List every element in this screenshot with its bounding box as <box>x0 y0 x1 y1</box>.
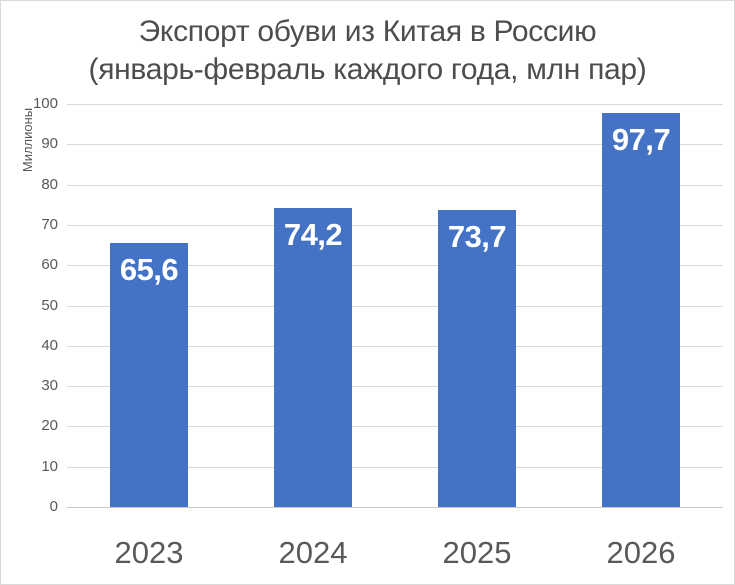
gridline <box>67 305 723 307</box>
x-tick-label-2023: 2023 <box>114 535 184 570</box>
bar-2024: 74,2 <box>274 207 352 507</box>
bar-2023: 65,6 <box>110 242 188 507</box>
gridline <box>67 144 723 146</box>
gridline <box>67 104 723 105</box>
gridline <box>67 184 723 186</box>
data-label-2026: 97,7 <box>611 122 671 158</box>
gridline <box>67 265 723 267</box>
y-tick-label-90: 90 <box>41 135 58 153</box>
y-tick-label-60: 60 <box>41 256 58 274</box>
y-tick-label-0: 0 <box>49 498 58 515</box>
y-tick-label-40: 40 <box>41 336 58 354</box>
x-tick-label-2025: 2025 <box>442 535 512 570</box>
gridline <box>67 386 723 388</box>
data-label-2025: 73,7 <box>447 218 507 254</box>
y-tick-label-70: 70 <box>41 215 58 233</box>
y-tick-label-80: 80 <box>41 175 58 193</box>
x-tick-label-2026: 2026 <box>606 535 676 570</box>
y-tick-label-10: 10 <box>41 457 58 475</box>
gridline <box>67 224 723 226</box>
gridline <box>67 426 723 428</box>
gridline <box>67 345 723 347</box>
chart-title-line-2: (январь-февраль каждого года, млн пар) <box>88 53 647 86</box>
bar-2026: 97,7 <box>602 113 680 507</box>
y-tick-label-30: 30 <box>41 377 58 395</box>
y-tick-label-20: 20 <box>41 417 58 435</box>
data-label-2023: 65,6 <box>119 251 179 287</box>
x-tick-label-2024: 2024 <box>278 535 348 570</box>
bar-2025: 73,7 <box>438 209 516 507</box>
chart-title-line-1: Экспорт обуви из Китая в Россию <box>138 15 597 48</box>
data-label-2024: 74,2 <box>283 216 343 252</box>
gridline <box>67 466 723 468</box>
y-tick-label-50: 50 <box>41 296 58 314</box>
chart-title: Экспорт обуви из Китая в Россию (январь-… <box>1 13 734 89</box>
x-axis-line <box>67 507 723 508</box>
y-tick-label-100: 100 <box>32 95 58 112</box>
